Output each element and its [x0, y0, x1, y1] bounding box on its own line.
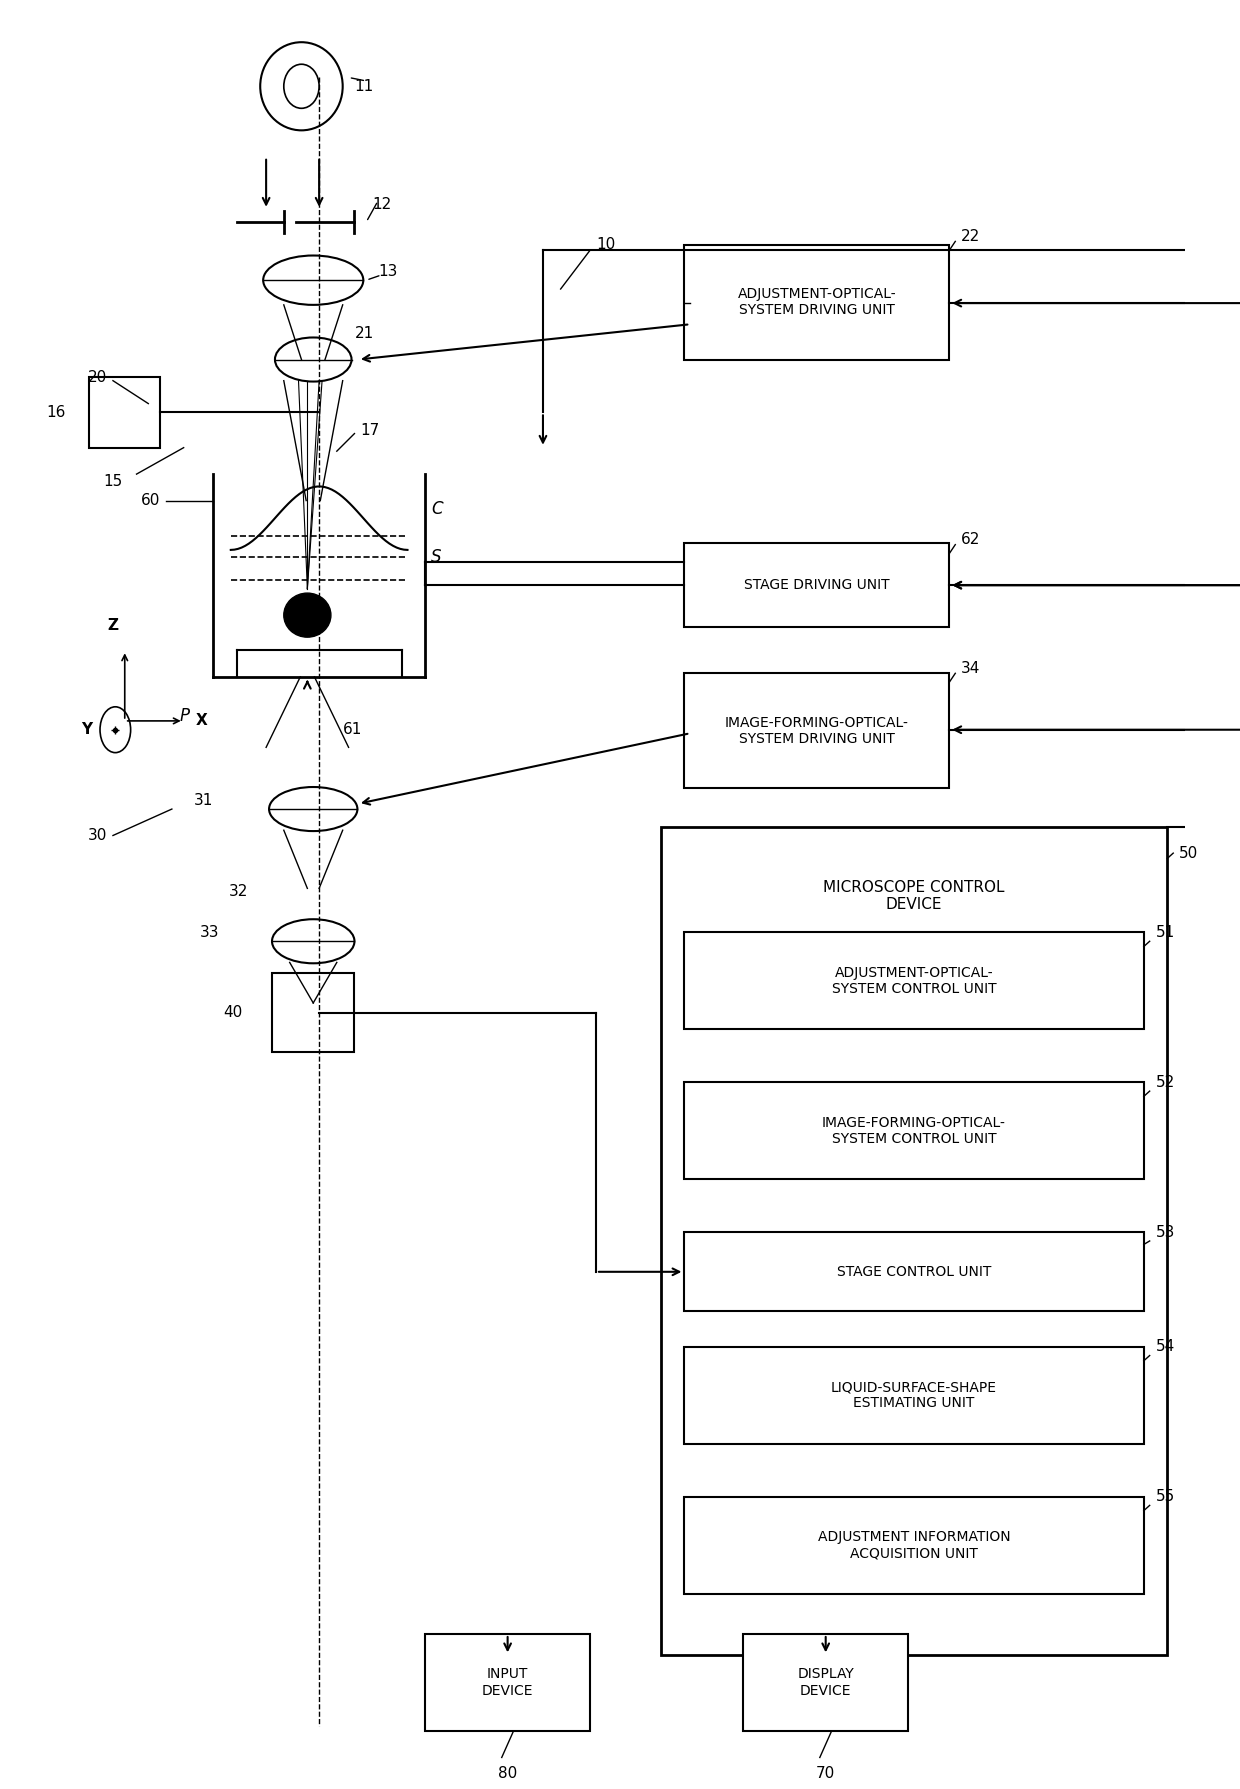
FancyBboxPatch shape — [661, 827, 1167, 1655]
Text: 51: 51 — [1156, 925, 1174, 939]
Text: 80: 80 — [498, 1766, 517, 1782]
Text: Z: Z — [108, 617, 119, 633]
Text: C: C — [432, 501, 443, 519]
FancyBboxPatch shape — [743, 1633, 908, 1732]
Text: 21: 21 — [355, 326, 373, 340]
Text: 40: 40 — [223, 1005, 243, 1020]
Text: 62: 62 — [961, 531, 981, 547]
FancyBboxPatch shape — [684, 1082, 1143, 1179]
Text: 33: 33 — [200, 925, 219, 939]
Text: 60: 60 — [140, 494, 160, 508]
Text: 22: 22 — [961, 229, 981, 243]
Text: 70: 70 — [816, 1766, 836, 1782]
FancyBboxPatch shape — [89, 377, 160, 447]
Text: 31: 31 — [193, 793, 213, 809]
Text: LIQUID-SURFACE-SHAPE
ESTIMATING UNIT: LIQUID-SURFACE-SHAPE ESTIMATING UNIT — [831, 1379, 997, 1410]
FancyBboxPatch shape — [684, 932, 1143, 1029]
Text: STAGE CONTROL UNIT: STAGE CONTROL UNIT — [837, 1265, 991, 1279]
Text: S: S — [432, 547, 441, 565]
Text: 61: 61 — [342, 723, 362, 737]
FancyBboxPatch shape — [684, 245, 950, 360]
Text: X: X — [196, 714, 207, 728]
FancyBboxPatch shape — [684, 673, 950, 787]
Text: 52: 52 — [1156, 1075, 1174, 1090]
Text: 55: 55 — [1156, 1488, 1174, 1505]
Text: 12: 12 — [372, 197, 392, 211]
Text: ADJUSTMENT-OPTICAL-
SYSTEM CONTROL UNIT: ADJUSTMENT-OPTICAL- SYSTEM CONTROL UNIT — [832, 966, 997, 996]
Text: 20: 20 — [88, 370, 107, 385]
Text: 16: 16 — [46, 404, 66, 420]
Text: 34: 34 — [961, 660, 981, 676]
Text: 13: 13 — [378, 263, 397, 279]
Text: 50: 50 — [1179, 846, 1198, 861]
Text: IMAGE-FORMING-OPTICAL-
SYSTEM CONTROL UNIT: IMAGE-FORMING-OPTICAL- SYSTEM CONTROL UN… — [822, 1116, 1006, 1147]
Text: P: P — [180, 707, 190, 725]
Text: IMAGE-FORMING-OPTICAL-
SYSTEM DRIVING UNIT: IMAGE-FORMING-OPTICAL- SYSTEM DRIVING UN… — [725, 716, 909, 746]
Text: 17: 17 — [361, 422, 379, 438]
Text: DISPLAY
DEVICE: DISPLAY DEVICE — [797, 1667, 854, 1698]
Text: 10: 10 — [596, 238, 615, 252]
Text: 11: 11 — [355, 79, 373, 93]
Text: 54: 54 — [1156, 1340, 1174, 1354]
Text: Y: Y — [81, 723, 92, 737]
FancyBboxPatch shape — [684, 1233, 1143, 1311]
FancyBboxPatch shape — [684, 1347, 1143, 1444]
FancyBboxPatch shape — [425, 1633, 590, 1732]
Ellipse shape — [284, 594, 331, 637]
Text: STAGE DRIVING UNIT: STAGE DRIVING UNIT — [744, 578, 889, 592]
FancyBboxPatch shape — [684, 1497, 1143, 1594]
Text: 32: 32 — [229, 884, 248, 900]
Text: ADJUSTMENT INFORMATION
ACQUISITION UNIT: ADJUSTMENT INFORMATION ACQUISITION UNIT — [817, 1530, 1011, 1560]
Text: INPUT
DEVICE: INPUT DEVICE — [482, 1667, 533, 1698]
Text: 30: 30 — [88, 828, 107, 843]
Text: ADJUSTMENT-OPTICAL-
SYSTEM DRIVING UNIT: ADJUSTMENT-OPTICAL- SYSTEM DRIVING UNIT — [738, 286, 897, 317]
FancyBboxPatch shape — [684, 542, 950, 628]
Text: 53: 53 — [1156, 1225, 1176, 1240]
FancyBboxPatch shape — [272, 973, 355, 1052]
Text: 15: 15 — [103, 474, 123, 488]
Text: MICROSCOPE CONTROL
DEVICE: MICROSCOPE CONTROL DEVICE — [823, 880, 1004, 912]
